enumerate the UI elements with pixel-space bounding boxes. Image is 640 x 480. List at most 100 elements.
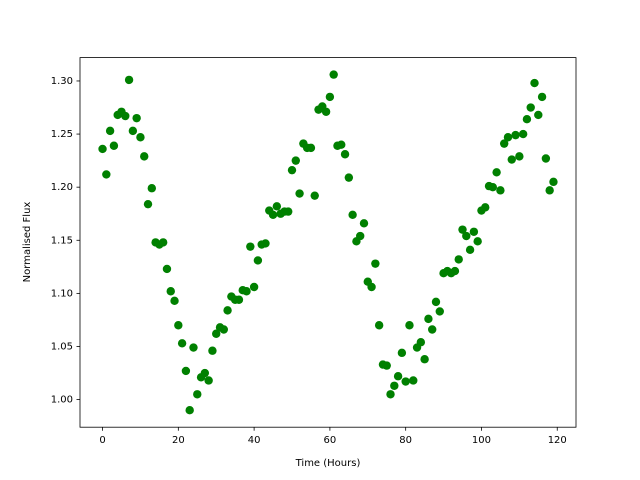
y-tick-label: 1.30 <box>51 76 73 87</box>
data-point <box>340 150 350 159</box>
data-point <box>469 227 479 236</box>
data-point <box>132 113 141 123</box>
data-point <box>162 264 172 274</box>
data-point <box>143 199 153 209</box>
data-point <box>268 210 278 219</box>
data-point <box>223 306 232 315</box>
data-point <box>177 339 187 348</box>
data-point <box>147 184 157 193</box>
data-point <box>105 126 115 136</box>
data-point <box>291 156 300 165</box>
data-point <box>549 177 558 187</box>
data-point <box>397 348 407 358</box>
data-point <box>496 186 505 195</box>
data-point <box>462 231 471 241</box>
x-tick-label: 20 <box>172 435 185 446</box>
y-axis-label: Normalised Flux <box>22 202 33 283</box>
data-point <box>481 203 490 212</box>
data-point <box>234 295 244 304</box>
data-point <box>348 210 357 219</box>
data-point <box>158 238 168 247</box>
data-point <box>200 368 210 378</box>
data-point <box>530 78 539 88</box>
data-point <box>503 133 513 142</box>
y-tick-label: 1.20 <box>51 182 73 193</box>
data-point <box>261 239 270 248</box>
data-point <box>424 314 433 324</box>
x-tick-label: 100 <box>472 435 491 446</box>
data-point <box>454 255 463 264</box>
data-point <box>545 186 554 195</box>
data-point <box>170 296 179 306</box>
data-point <box>465 245 475 255</box>
data-point <box>124 75 134 85</box>
data-point <box>428 325 437 334</box>
data-point <box>473 237 482 246</box>
data-point <box>212 329 221 338</box>
data-point <box>272 202 282 211</box>
data-point <box>386 390 395 399</box>
data-point <box>344 173 354 182</box>
data-point <box>488 182 498 192</box>
data-point <box>393 372 403 381</box>
data-point <box>458 225 467 234</box>
data-point <box>242 287 251 296</box>
data-point <box>492 168 501 177</box>
data-point <box>541 154 551 163</box>
data-point <box>310 191 319 200</box>
data-point <box>534 110 543 120</box>
y-tick-label: 1.10 <box>51 288 73 299</box>
data-point <box>166 287 175 296</box>
data-point <box>295 189 304 198</box>
data-point <box>140 152 149 161</box>
plot-frame <box>79 57 577 428</box>
x-tick-label: 80 <box>399 435 412 446</box>
data-point <box>431 297 441 307</box>
data-point <box>253 256 263 265</box>
y-tick-label: 1.05 <box>51 341 73 352</box>
data-point <box>287 165 297 175</box>
data-point <box>337 140 346 149</box>
data-point <box>499 139 509 148</box>
data-point <box>246 242 255 251</box>
data-point <box>518 129 528 139</box>
data-point <box>306 143 316 153</box>
x-tick-label: 0 <box>99 435 105 446</box>
data-point <box>367 282 376 292</box>
data-point <box>522 115 532 124</box>
data-point <box>325 92 335 102</box>
data-point <box>515 152 524 161</box>
data-point <box>507 155 516 164</box>
y-tick-label: 1.25 <box>51 129 73 140</box>
data-point <box>136 133 145 142</box>
data-point <box>359 219 369 228</box>
data-point <box>181 366 191 376</box>
data-point <box>321 107 331 116</box>
data-point <box>174 321 183 330</box>
data-point <box>401 377 410 386</box>
data-point <box>189 343 198 352</box>
data-point <box>249 282 259 292</box>
x-tick-label: 120 <box>548 435 567 446</box>
data-point <box>102 170 111 179</box>
x-tick-label: 60 <box>324 435 337 446</box>
data-point <box>185 406 194 415</box>
data-point <box>356 231 365 241</box>
data-point <box>511 130 520 140</box>
data-point <box>219 325 228 334</box>
data-point <box>374 321 384 330</box>
data-point <box>109 141 119 150</box>
data-point <box>371 259 380 268</box>
data-point <box>382 361 391 370</box>
data-point <box>526 103 535 112</box>
data-point <box>390 381 399 390</box>
data-point <box>128 126 138 136</box>
y-tick-label: 1.00 <box>51 395 73 406</box>
data-point <box>204 376 213 385</box>
x-tick-label: 40 <box>248 435 261 446</box>
data-point <box>420 355 429 364</box>
data-point <box>98 144 107 154</box>
data-point <box>537 92 547 102</box>
data-point <box>329 70 338 79</box>
